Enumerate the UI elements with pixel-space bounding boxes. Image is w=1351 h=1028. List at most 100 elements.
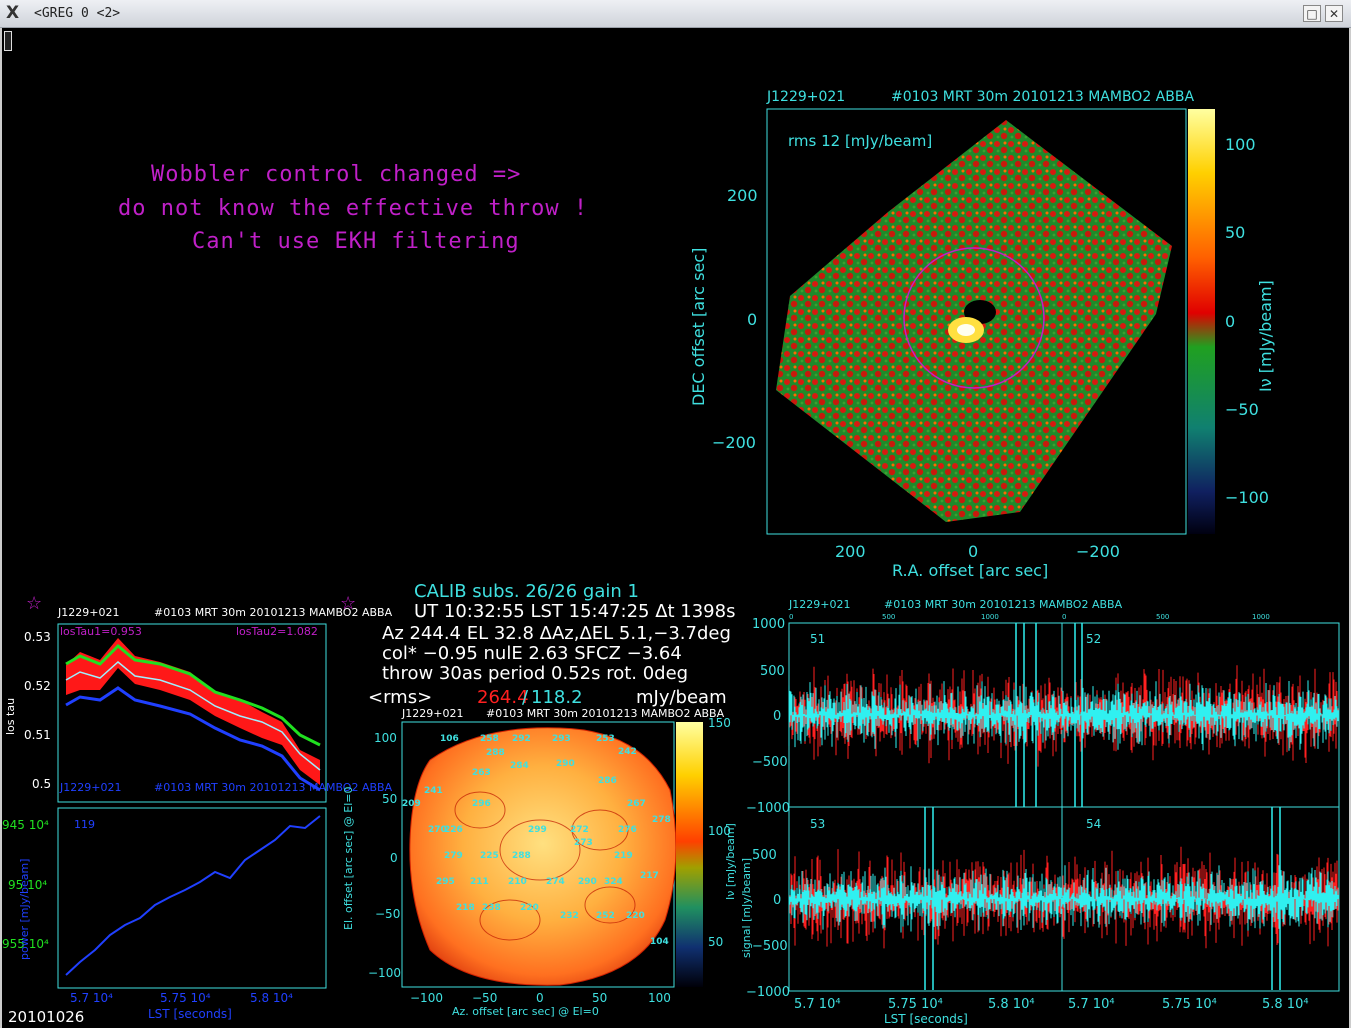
signal-header-source: J1229+021 — [788, 598, 850, 611]
signal-panel-label: 54 — [1086, 817, 1101, 831]
elmap-channel-label: 292 — [512, 734, 531, 744]
calib-rms-label: <rms> — [368, 687, 432, 708]
footer-date: 20101026 — [8, 1008, 85, 1026]
window-titlebar[interactable]: X <GREG 0 <2> □ ✕ — [0, 0, 1351, 28]
elmap-channel-label: 296 — [472, 799, 491, 809]
calib-summary: CALIB subs. 26/26 gain 1 UT 10:32:55 LST… — [368, 581, 735, 708]
elmap-channel-label: 293 — [552, 734, 571, 744]
elmap-channel-label: 219 — [614, 851, 633, 861]
elmap-channel-label: 238 — [482, 903, 501, 913]
elmap-cbar-tick: 100 — [708, 824, 731, 838]
map-cbar-label: Iν [mJy/beam] — [1256, 280, 1275, 392]
star-icon: ☆ — [26, 593, 42, 614]
star-icon: ☆ — [340, 593, 356, 614]
tau-lostau1: losTau1=0.953 — [60, 625, 142, 638]
signal-trace — [788, 681, 1062, 749]
power-series — [65, 815, 321, 976]
signal-header-info: #0103 MRT 30m 20101213 MAMBO2 ABBA — [884, 598, 1123, 611]
signal-toptick: 1000 — [981, 613, 999, 621]
x-app-icon: X — [6, 3, 20, 23]
elmap-channel-label: 106 — [440, 734, 459, 744]
elmap-channel-label: 252 — [596, 911, 615, 921]
elmap-channel-label: 284 — [510, 761, 529, 771]
tau-ytick: 0.53 — [24, 630, 51, 644]
elmap-cbar-ticks: 150 100 50 — [708, 716, 731, 949]
warning-line-1: Wobbler control changed => — [151, 162, 522, 187]
elmap-channel-label: 220 — [626, 911, 645, 921]
signal-ytick: −1000 — [746, 801, 790, 816]
tau-ytick: 0.51 — [24, 728, 51, 742]
signal-xtick: 5.8 10⁴ — [1262, 997, 1309, 1012]
warning-line-3: Can't use EKH filtering — [192, 229, 520, 254]
elmap-ylabel: El. offset [arc sec] @ El=0 — [342, 786, 355, 930]
tau-blue-series — [65, 686, 321, 792]
signal-xlabel: LST [seconds] — [884, 1012, 968, 1026]
calib-line-2: UT 10:32:55 LST 15:47:25 Δt 1398s — [414, 601, 735, 622]
elmap-channel-label: 263 — [472, 768, 491, 778]
map-beam-circle — [903, 247, 1045, 389]
signal-trace — [788, 866, 1062, 933]
tau-header-source: J1229+021 — [57, 606, 119, 619]
map-xlabel: R.A. offset [arc sec] — [892, 561, 1048, 580]
main-map: J1229+021 #0103 MRT 30m 20101213 MAMBO2 … — [689, 89, 1275, 580]
elmap-channel-label: 253 — [596, 734, 615, 744]
map-x-ticks: 200 0 −200 — [835, 542, 1120, 561]
elmap-header-info: #0103 MRT 30m 20101213 MAMBO2 ABBA — [486, 707, 725, 720]
calib-rms-sep: / — [522, 687, 529, 708]
map-header-info: #0103 MRT 30m 20101213 MAMBO2 ABBA — [891, 89, 1194, 105]
elmap-ytick: 100 — [374, 731, 397, 745]
close-button[interactable]: ✕ — [1325, 5, 1343, 22]
elmap-xlabel: Az. offset [arc sec] @ El=0 — [452, 1005, 599, 1018]
map-xtick: −200 — [1076, 542, 1120, 561]
elmap-xtick: 0 — [536, 991, 544, 1005]
power-frame — [57, 807, 327, 989]
power-panel: 119 945 10⁴ 95 10⁴ 955 10⁴ power [mJy/be… — [2, 807, 327, 1021]
power-ytick: 945 10⁴ — [2, 818, 49, 832]
map-cbar-tick: 0 — [1225, 312, 1235, 331]
tau-lostau2: losTau2=1.082 — [236, 625, 318, 638]
signal-ytick: −500 — [752, 939, 788, 954]
elmap-channel-label: 211 — [470, 877, 489, 887]
signal-toptick: 0 — [1062, 613, 1066, 621]
elmap-header-source: J1229+021 — [401, 707, 463, 720]
elmap-cbar-tick: 50 — [708, 935, 723, 949]
signal-toptick: 0 — [789, 613, 793, 621]
map-y-ticks: 200 0 −200 — [712, 186, 758, 452]
tau-frame — [57, 623, 327, 803]
signal-top-ticks: 0 500 1000 0 500 1000 — [789, 613, 1270, 621]
map-rms-label: rms 12 [mJy/beam] — [788, 132, 932, 150]
maximize-button[interactable]: □ — [1303, 5, 1321, 22]
tau-y-ticks: 0.53 0.52 0.51 0.5 — [24, 630, 51, 791]
elmap-cbar-label: Iν [mJy/beam] — [724, 823, 737, 900]
signal-panel-label: 51 — [810, 632, 825, 646]
signal-ytick: 500 — [752, 848, 777, 863]
tau-footer-info: #0103 MRT 30m 20101213 MAMBO2 ABBA — [154, 781, 393, 794]
elmap-x-ticks: −100 −50 0 50 100 — [410, 991, 671, 1005]
elmap-channel-label: 226 — [444, 825, 463, 835]
terminal-cursor — [4, 31, 12, 51]
elmap-channel-label: 299 — [528, 825, 547, 835]
elmap-channel-label: 288 — [512, 851, 531, 861]
power-channel: 119 — [74, 818, 95, 831]
elmap-channel-label: 276 — [618, 825, 637, 835]
elmap-ytick: 0 — [390, 851, 398, 865]
power-ytick: 955 10⁴ — [2, 937, 49, 951]
power-ytick: 95 10⁴ — [8, 878, 47, 892]
elmap-channel-label: 290 — [578, 877, 597, 887]
signal-panel-labels: 51 52 53 54 — [810, 632, 1101, 831]
signal-ytick: 1000 — [752, 617, 785, 632]
map-cbar-tick: 50 — [1225, 223, 1245, 242]
tau-panel: ☆ ☆ J1229+021 #0103 MRT 30m 20101213 MAM… — [4, 593, 393, 803]
signal-ylabel: signal [mJy/beam] — [740, 858, 753, 958]
elmap-channel-label: 232 — [560, 911, 579, 921]
map-xtick: 0 — [968, 542, 978, 561]
signal-xtick: 5.7 10⁴ — [794, 997, 841, 1012]
power-xtick: 5.8 10⁴ — [250, 991, 293, 1005]
elmap-channel-label: 217 — [640, 871, 659, 881]
signal-traces — [788, 623, 1339, 990]
elmap-channel-label: 267 — [627, 799, 646, 809]
map-header-source: J1229+021 — [766, 89, 845, 105]
map-cbar-tick: −100 — [1225, 488, 1269, 507]
